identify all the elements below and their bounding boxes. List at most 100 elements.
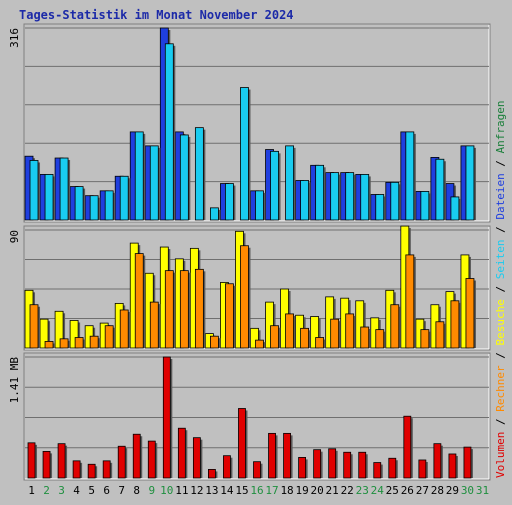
x-tick-label: 10 [160, 484, 173, 497]
bar-besuche-day-22 [345, 313, 355, 349]
bar-volumen-day-13 [208, 469, 216, 479]
bar-volumen-day-6 [102, 460, 111, 479]
chart-title: Tages-Statistik im Monat November 2024 [19, 8, 294, 22]
bar-volumen-day-28 [433, 443, 442, 479]
bar-dateien-day-4 [74, 186, 84, 221]
bar-dateien-day-6 [104, 190, 114, 221]
bar-besuche-day-7 [119, 309, 129, 349]
chart-legend: Volumen / Rechner / Besuche / Seiten / D… [494, 100, 507, 478]
x-tick-label: 19 [295, 484, 308, 497]
bar-volumen-day-10 [162, 356, 171, 479]
bar-volumen-day-21 [328, 448, 337, 479]
bar-besuche-day-1 [29, 304, 39, 349]
legend-separator: / [494, 220, 507, 240]
bar-besuche-day-8 [134, 253, 144, 349]
bar-besuche-day-11 [179, 270, 189, 349]
bar-volumen-day-1 [27, 442, 36, 479]
bar-dateien-day-13 [210, 207, 219, 221]
bar-dateien-day-10 [164, 43, 174, 221]
bar-dateien-day-20 [315, 164, 325, 221]
bar-besuche-day-16 [255, 339, 264, 349]
legend-item-seiten: Seiten [494, 240, 507, 280]
bar-besuche-day-24 [375, 329, 385, 349]
bar-volumen-day-15 [238, 408, 246, 479]
bar-dateien-day-27 [420, 191, 430, 221]
bar-besuche-day-17 [270, 325, 279, 349]
bar-dateien-day-8 [134, 131, 144, 221]
bar-volumen-day-14 [223, 455, 231, 479]
bar-dateien-day-30 [465, 145, 475, 221]
legend-item-volumen: Volumen [494, 432, 507, 478]
x-tick-label: 17 [265, 484, 278, 497]
x-tick-label: 4 [73, 484, 80, 497]
y-max-label: 90 [8, 230, 21, 243]
bar-besuche-day-4 [74, 337, 84, 349]
bar-besuche-day-5 [89, 335, 99, 349]
bar-volumen-day-4 [72, 460, 81, 479]
bar-besuche-day-19 [300, 327, 309, 349]
bar-volumen-day-17 [268, 432, 276, 479]
bar-dateien-day-9 [149, 145, 159, 221]
x-tick-label: 18 [280, 484, 293, 497]
bar-volumen-day-3 [57, 443, 66, 479]
x-tick-label: 22 [341, 484, 354, 497]
bar-volumen-day-5 [87, 463, 96, 479]
x-tick-label: 3 [58, 484, 65, 497]
x-tick-label: 14 [220, 484, 234, 497]
bar-besuche-day-26 [405, 254, 415, 349]
x-tick-label: 30 [461, 484, 474, 497]
legend-item-rechner: Rechner [494, 365, 507, 412]
panel-bottom: 1.41 MB [8, 352, 491, 481]
bar-volumen-day-23 [358, 451, 367, 479]
bar-dateien-day-24 [375, 194, 385, 221]
bar-dateien-day-16 [255, 190, 264, 221]
bar-volumen-day-27 [418, 459, 427, 479]
bar-besuche-day-3 [59, 338, 69, 349]
bar-dateien-day-11 [179, 134, 189, 221]
series-dateien [29, 43, 476, 221]
bar-dateien-day-2 [44, 174, 54, 221]
bar-besuche-day-29 [450, 300, 460, 349]
bar-seiten-day-2 [39, 318, 49, 349]
bar-dateien-day-14 [225, 183, 234, 221]
bar-seiten-day-23 [355, 300, 365, 349]
x-tick-label: 1 [28, 484, 35, 497]
series-besuche [29, 245, 476, 349]
x-tick-label: 25 [386, 484, 399, 497]
bar-dateien-day-1 [29, 160, 39, 221]
bar-dateien-day-25 [390, 181, 400, 221]
bar-volumen-day-30 [463, 446, 472, 479]
x-tick-label: 21 [326, 484, 339, 497]
legend-text: Volumen / Rechner / Besuche / Seiten / D… [494, 100, 507, 478]
bar-dateien-day-19 [300, 180, 309, 221]
x-tick-label: 28 [431, 484, 444, 497]
bar-dateien-day-3 [59, 157, 69, 221]
legend-item-besuche: Besuche [494, 299, 507, 345]
bar-dateien-day-22 [345, 172, 355, 221]
bar-seiten-day-17 [265, 301, 274, 349]
bar-dateien-day-23 [360, 174, 370, 221]
y-max-label: 316 [8, 28, 21, 48]
bar-volumen-day-9 [147, 440, 156, 479]
x-tick-label: 11 [175, 484, 188, 497]
bar-volumen-day-19 [298, 457, 306, 479]
bar-besuche-day-14 [225, 283, 234, 349]
bar-besuche-day-2 [44, 341, 54, 349]
bar-besuche-day-20 [315, 337, 325, 349]
legend-item-anfragen: Anfragen [494, 100, 507, 153]
series-volumen [27, 356, 473, 479]
panel-top: 316 [8, 23, 491, 223]
x-tick-label: 12 [190, 484, 203, 497]
x-tick-label: 26 [401, 484, 414, 497]
x-tick-label: 5 [88, 484, 95, 497]
bar-dateien-day-26 [405, 131, 415, 221]
bar-dateien-day-12 [194, 127, 204, 221]
bar-volumen-day-12 [192, 437, 201, 479]
x-tick-label: 24 [371, 484, 385, 497]
x-tick-label: 7 [118, 484, 125, 497]
bar-besuche-day-10 [164, 270, 174, 349]
bar-besuche-day-18 [285, 313, 294, 349]
y-max-label: 1.41 MB [8, 357, 21, 404]
bar-dateien-day-7 [119, 175, 129, 221]
bar-dateien-day-5 [89, 195, 99, 221]
